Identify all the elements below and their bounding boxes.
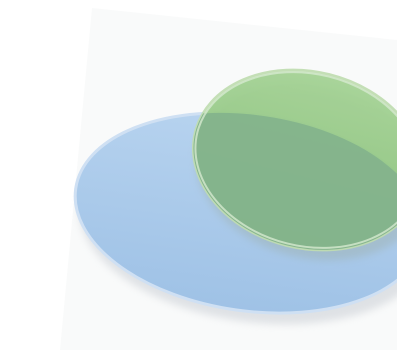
green-ellipse-rim xyxy=(194,71,397,249)
